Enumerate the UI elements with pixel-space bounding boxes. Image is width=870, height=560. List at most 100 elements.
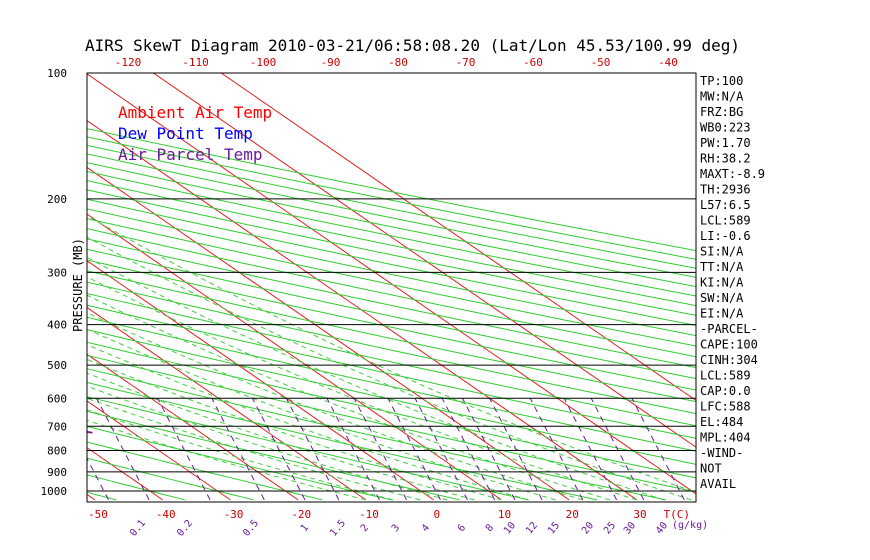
stat-entry: RH:38.2 bbox=[700, 152, 751, 166]
mixing-ratio-tick-label: 0.2 bbox=[175, 518, 195, 539]
isotherm-line bbox=[87, 260, 434, 501]
stat-entry: WB0:223 bbox=[700, 121, 751, 135]
stat-entry: MW:N/A bbox=[700, 90, 744, 104]
bottom-temp-tick-label: 0 bbox=[433, 508, 440, 521]
dry-adiabat-line bbox=[87, 304, 696, 439]
pressure-tick-label: 900 bbox=[47, 466, 67, 479]
series-line-dew-point-temp bbox=[0, 73, 38, 433]
dry-adiabat-line bbox=[87, 208, 696, 337]
stat-entry: TT:N/A bbox=[700, 260, 744, 274]
pressure-tick-label: 800 bbox=[47, 444, 67, 457]
temp-unit-label: T(C) bbox=[664, 508, 691, 521]
mixing-ratio-line bbox=[414, 398, 468, 501]
pressure-tick-label: 600 bbox=[47, 392, 67, 405]
grid-lines bbox=[0, 64, 696, 501]
stat-entry: -PARCEL- bbox=[700, 322, 758, 336]
mixing-ratio-line bbox=[353, 398, 407, 501]
dry-adiabat-line bbox=[87, 162, 696, 288]
isotherm-line bbox=[87, 120, 638, 501]
dry-adiabat-line bbox=[87, 128, 696, 252]
mixing-ratio-line bbox=[529, 398, 584, 501]
mixing-unit-label: (g/kg) bbox=[672, 520, 708, 531]
stat-entry: EL:484 bbox=[700, 415, 743, 429]
top-temp-tick-label: -40 bbox=[658, 56, 678, 69]
pressure-tick-label: 500 bbox=[47, 359, 67, 372]
stat-entry: KI:N/A bbox=[700, 276, 744, 290]
stat-entry: FRZ:BG bbox=[700, 105, 743, 119]
chart-title: AIRS SkewT Diagram 2010-03-21/06:58:08.2… bbox=[85, 36, 740, 55]
dry-adiabat-line bbox=[87, 396, 529, 501]
stat-entry: L57:6.5 bbox=[700, 198, 751, 212]
isotherm-line bbox=[87, 166, 570, 501]
bottom-temp-tick-label: -10 bbox=[359, 508, 379, 521]
stat-entry: TP:100 bbox=[700, 74, 743, 88]
isotherm-line bbox=[0, 64, 27, 500]
mixing-ratio-tick-label: 25 bbox=[602, 520, 618, 536]
dry-adiabat-line bbox=[87, 270, 696, 403]
bottom-temp-tick-label: -30 bbox=[224, 508, 244, 521]
mixing-ratio-tick-label: 0.1 bbox=[128, 518, 148, 539]
dry-adiabat-line bbox=[87, 425, 392, 501]
isotherm-line bbox=[152, 73, 696, 448]
dry-adiabat-line bbox=[87, 341, 696, 479]
mixing-ratio-line bbox=[590, 398, 645, 501]
pressure-tick-label: 100 bbox=[47, 67, 67, 80]
mixing-ratio-tick-label: 15 bbox=[546, 520, 562, 536]
stats-panel: TP:100MW:N/AFRZ:BGWB0:223PW:1.70RH:38.2M… bbox=[700, 74, 765, 491]
dry-adiabat-line bbox=[87, 329, 696, 465]
mixing-ratio-line bbox=[387, 398, 441, 501]
moist-adiabat-line bbox=[87, 385, 448, 501]
moist-adiabat-line bbox=[87, 256, 665, 501]
bottom-temp-tick-label: 20 bbox=[566, 508, 579, 521]
pressure-tick-label: 400 bbox=[47, 319, 67, 332]
legend: Ambient Air Temp Dew Point Temp Air Parcel… bbox=[118, 103, 272, 164]
mixing-ratio-tick-label: 3 bbox=[390, 523, 402, 535]
top-temp-tick-label: -90 bbox=[321, 56, 341, 69]
dry-adiabat-line bbox=[87, 218, 696, 347]
top-temp-tick-label: -70 bbox=[456, 56, 476, 69]
mixing-ratio-line bbox=[285, 398, 340, 501]
legend-entry: Ambient Air Temp bbox=[118, 103, 272, 122]
dry-adiabat-line bbox=[87, 153, 696, 278]
moist-adiabat-line bbox=[87, 312, 583, 501]
stat-entry: MAXT:-8.9 bbox=[700, 167, 765, 181]
bottom-temp-tick-label: -40 bbox=[156, 508, 176, 521]
stat-entry: TH:2936 bbox=[700, 183, 751, 197]
moist-adiabat-line bbox=[87, 344, 529, 501]
stat-entry: NOT bbox=[700, 462, 722, 476]
dry-adiabat-line bbox=[87, 144, 696, 269]
mixing-ratio-tick-label: 1 bbox=[299, 523, 311, 535]
mixing-ratio-line bbox=[563, 398, 618, 501]
moist-adiabat-line bbox=[87, 276, 638, 501]
bottom-temp-tick-label: 10 bbox=[498, 508, 511, 521]
dry-adiabat-line bbox=[87, 368, 666, 501]
mixing-ratio-line bbox=[462, 398, 516, 501]
y-axis-label: PRESSURE (MB) bbox=[71, 238, 85, 332]
mixing-ratio-line bbox=[211, 398, 265, 501]
stat-entry: CAP:0.0 bbox=[700, 384, 751, 398]
bottom-temp-tick-label: 30 bbox=[633, 508, 646, 521]
dry-adiabat-line bbox=[87, 189, 696, 316]
mixing-ratio-line bbox=[631, 398, 685, 501]
stat-entry: CAPE:100 bbox=[700, 338, 758, 352]
dry-adiabat-line bbox=[87, 281, 696, 415]
dry-adiabat-line bbox=[87, 381, 598, 501]
dry-adiabat-line bbox=[87, 180, 696, 307]
mixing-ratio-line bbox=[489, 398, 543, 501]
mixing-ratio-line bbox=[441, 398, 496, 501]
stat-entry: SI:N/A bbox=[700, 245, 744, 259]
mixing-ratio-tick-label: 4 bbox=[420, 523, 432, 535]
legend-entry: Dew Point Temp bbox=[118, 124, 253, 143]
pressure-tick-label: 200 bbox=[47, 193, 67, 206]
dry-adiabat-line bbox=[0, 82, 47, 500]
dry-adiabat-line bbox=[87, 316, 696, 452]
moist-adiabat-line bbox=[87, 236, 692, 501]
stat-entry: -WIND- bbox=[700, 446, 743, 460]
stat-entry: EI:N/A bbox=[700, 307, 744, 321]
stat-entry: LI:-0.6 bbox=[700, 229, 751, 243]
moist-adiabat-line bbox=[87, 372, 475, 501]
mixing-ratio-tick-label: 10 bbox=[502, 520, 518, 536]
legend-entry: Air Parcel Temp bbox=[118, 145, 263, 164]
dry-adiabat-line bbox=[87, 491, 117, 501]
mixing-ratio-tick-label: 1.5 bbox=[328, 518, 348, 539]
